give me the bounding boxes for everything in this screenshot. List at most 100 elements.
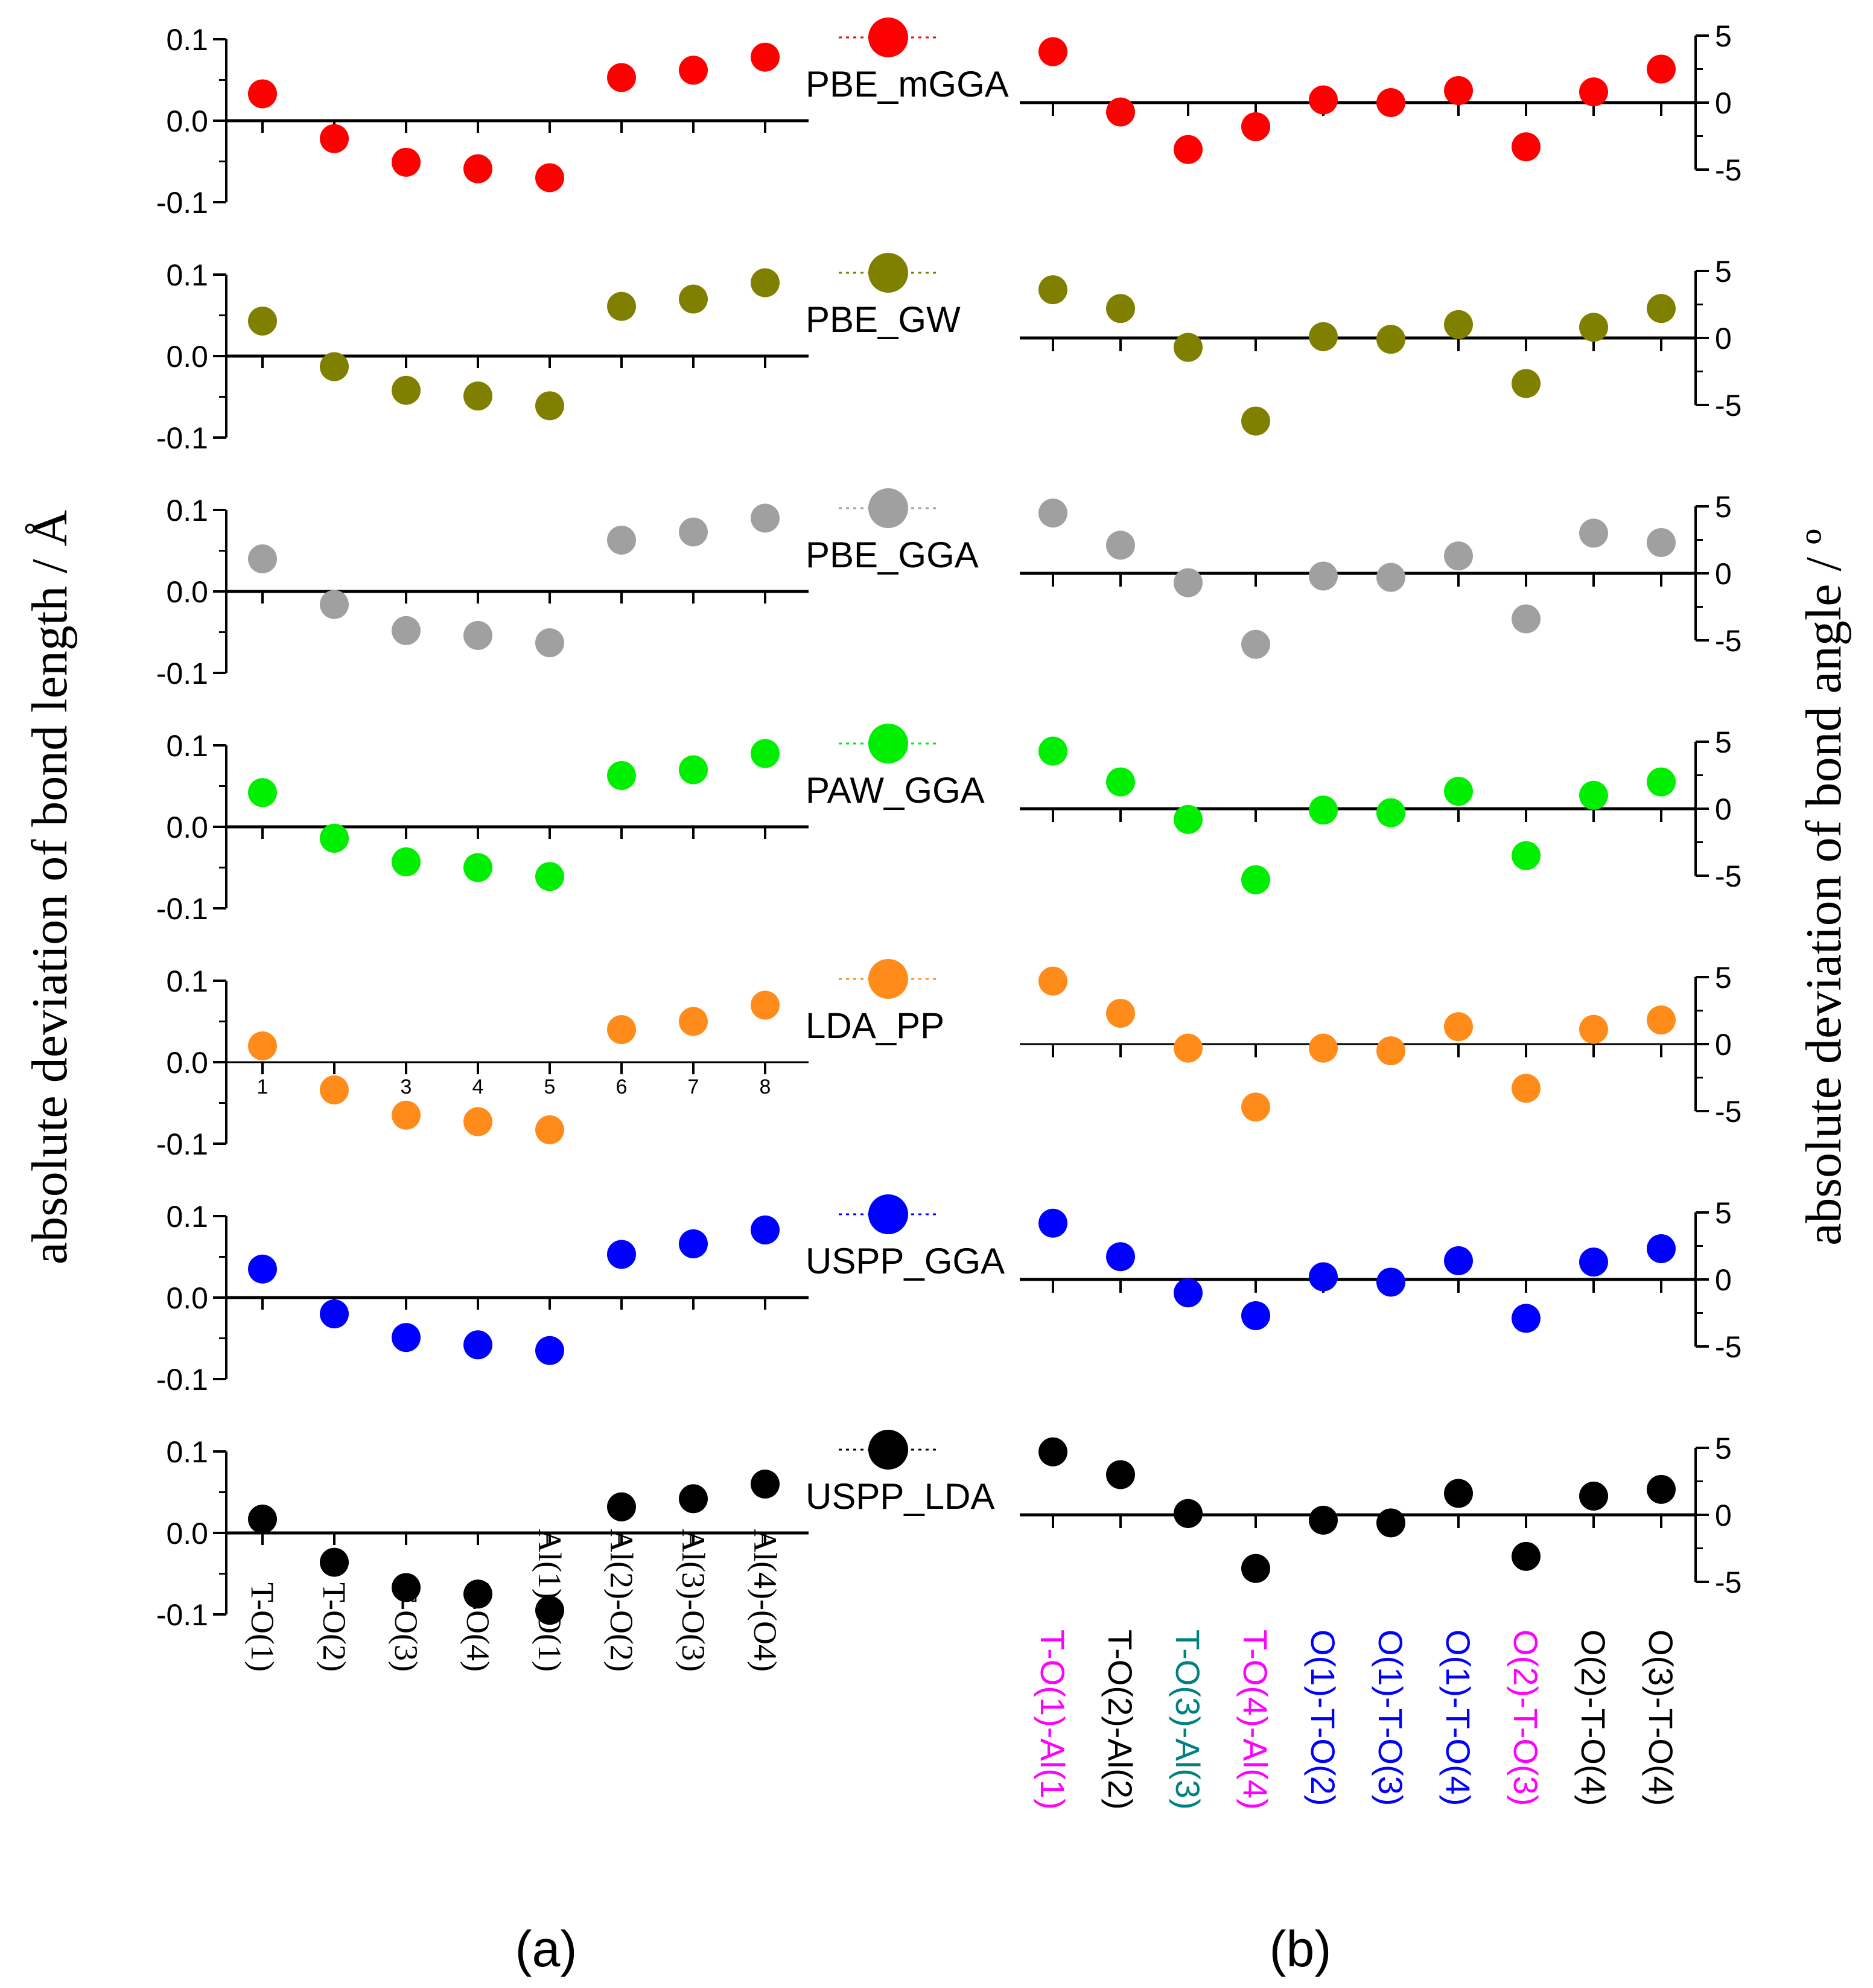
method-label-lda-pp: LDA_PP	[806, 1005, 944, 1046]
point-angle-uspp-lda-3	[1241, 1553, 1270, 1583]
right-y-tick-label-uspp-lda-0: 5	[1715, 1432, 1732, 1465]
right-y-tick-label-uspp-gga-0: 5	[1715, 1196, 1732, 1230]
method-label-pbe-mgga: PBE_mGGA	[806, 64, 1009, 104]
right-y-tick-label-uspp-lda-1: 0	[1715, 1499, 1732, 1532]
point-angle-lda-pp-7	[1512, 1074, 1541, 1103]
right-y-tick-label-pbe-gga-1: 0	[1715, 557, 1732, 591]
point-angle-paw-gga-2	[1174, 804, 1203, 834]
point-length-uspp-gga-6	[679, 1229, 708, 1258]
legend-marker-paw-gga	[868, 724, 908, 763]
left-y-axis-label: absolute deviation of bond length / Å	[22, 509, 78, 1264]
row-pbe-mgga: 0.1 0.0 -0.1 5 0 -5	[156, 19, 1742, 220]
point-angle-pbe-mgga-6	[1444, 76, 1473, 106]
point-angle-uspp-lda-4	[1309, 1505, 1338, 1535]
legend-pbe-mgga: PBE_mGGA	[806, 18, 1009, 104]
right-y-tick-label-lda-pp-2: -5	[1715, 1095, 1741, 1129]
point-angle-lda-pp-8	[1579, 1015, 1608, 1044]
point-angle-pbe-gga-4	[1309, 561, 1338, 591]
point-length-pbe-mgga-4	[535, 163, 564, 193]
point-angle-uspp-lda-1	[1106, 1460, 1135, 1489]
y-tick-label-lda-pp-2: -0.1	[156, 1127, 208, 1161]
point-angle-pbe-mgga-5	[1376, 88, 1405, 117]
y-tick-label-uspp-lda-2: -0.1	[156, 1598, 208, 1632]
y-tick-label-paw-gga-0: 0.1	[166, 729, 208, 763]
row-uspp-lda: 0.1 0.0 -0.1 5 0 -5	[156, 1432, 1742, 1632]
point-length-pbe-gw-1	[320, 352, 349, 381]
point-length-pbe-gw-5	[607, 292, 636, 321]
legend-pbe-gw: PBE_GW	[806, 253, 961, 340]
point-angle-paw-gga-7	[1512, 841, 1541, 870]
point-angle-pbe-mgga-8	[1579, 77, 1608, 107]
right-y-tick-label-paw-gga-1: 0	[1715, 792, 1732, 826]
point-length-uspp-lda-5	[607, 1492, 636, 1521]
point-angle-pbe-gga-1	[1106, 530, 1135, 560]
point-angle-lda-pp-1	[1106, 998, 1135, 1028]
point-angle-pbe-mgga-1	[1106, 97, 1135, 127]
point-length-lda-pp-6	[679, 1007, 708, 1036]
point-angle-uspp-gga-6	[1444, 1246, 1473, 1275]
bond-angle-panel-paw-gga: 5 0 -5	[1020, 725, 1741, 894]
point-angle-paw-gga-8	[1579, 780, 1608, 810]
y-tick-label-pbe-mgga-0: 0.1	[166, 23, 208, 57]
point-angle-uspp-gga-5	[1376, 1267, 1405, 1297]
category-angle-2: T-O(3)-Al(3)	[1169, 1630, 1207, 1810]
right-y-tick-label-pbe-mgga-0: 5	[1715, 19, 1732, 53]
point-length-lda-pp-0	[248, 1031, 277, 1060]
x-tick-label-lda-pp-2: 3	[401, 1075, 412, 1098]
point-angle-pbe-gw-5	[1376, 325, 1405, 354]
point-length-pbe-mgga-5	[607, 63, 636, 92]
point-angle-pbe-gw-9	[1647, 294, 1676, 323]
point-length-uspp-lda-7	[751, 1470, 780, 1499]
legend-pbe-gga: PBE_GGA	[806, 488, 979, 575]
bond-angle-panel-pbe-mgga: 5 0 -5	[1020, 19, 1741, 187]
point-angle-paw-gga-9	[1647, 767, 1676, 797]
point-angle-pbe-gga-7	[1512, 604, 1541, 634]
x-tick-label-lda-pp-3: 4	[472, 1075, 484, 1098]
y-tick-label-lda-pp-1: 0.0	[166, 1046, 208, 1080]
bond-angle-category-labels: T-O(1)-Al(1) T-O(2)-Al(2) T-O(3)-Al(3) T-O(…	[1034, 1630, 1680, 1810]
point-length-pbe-gga-3	[463, 620, 492, 650]
point-length-pbe-mgga-6	[679, 56, 708, 85]
y-tick-label-uspp-gga-0: 0.1	[166, 1200, 208, 1234]
y-tick-label-paw-gga-1: 0.0	[166, 811, 208, 844]
row-uspp-gga: 0.1 0.0 -0.1 5 0 -5	[156, 1196, 1742, 1397]
category-length-4: Al(1)-O(1)	[532, 1529, 568, 1672]
panel-label-b: (b)	[1270, 1920, 1332, 1977]
right-y-axis-label: absolute deviation of bond angle / º	[1796, 529, 1852, 1246]
legend-marker-pbe-mgga	[868, 18, 908, 57]
point-angle-lda-pp-0	[1038, 966, 1067, 996]
bond-angle-panel-lda-pp: 5 0 -5	[1020, 961, 1741, 1129]
point-angle-uspp-lda-9	[1647, 1474, 1676, 1504]
point-angle-uspp-lda-6	[1444, 1479, 1473, 1508]
y-tick-label-lda-pp-0: 0.1	[166, 964, 208, 998]
point-angle-uspp-lda-0	[1038, 1437, 1067, 1467]
right-y-tick-label-pbe-gw-1: 0	[1715, 322, 1732, 355]
point-length-pbe-gga-1	[320, 590, 349, 619]
legend-marker-pbe-gw	[868, 253, 908, 293]
point-length-uspp-lda-4	[535, 1596, 564, 1625]
point-length-pbe-gw-2	[392, 375, 421, 405]
point-angle-pbe-gw-0	[1038, 275, 1067, 305]
legend-marker-uspp-lda	[868, 1430, 908, 1470]
point-length-paw-gga-6	[679, 755, 708, 785]
point-angle-pbe-mgga-9	[1647, 54, 1676, 84]
point-length-pbe-mgga-0	[248, 79, 277, 109]
point-angle-uspp-lda-7	[1512, 1541, 1541, 1571]
point-angle-pbe-mgga-4	[1309, 85, 1338, 115]
point-length-pbe-gw-0	[248, 306, 277, 336]
right-y-tick-label-pbe-mgga-1: 0	[1715, 86, 1732, 120]
right-y-tick-label-pbe-gw-0: 5	[1715, 255, 1732, 288]
right-y-tick-label-uspp-gga-1: 0	[1715, 1263, 1732, 1297]
point-length-paw-gga-2	[392, 847, 421, 877]
point-length-lda-pp-4	[535, 1115, 564, 1145]
point-angle-pbe-mgga-2	[1174, 135, 1203, 164]
point-angle-lda-pp-9	[1647, 1005, 1676, 1035]
bond-length-panel-pbe-mgga: 0.1 0.0 -0.1	[156, 23, 809, 220]
point-length-pbe-gga-7	[751, 503, 780, 533]
point-angle-uspp-gga-1	[1106, 1242, 1135, 1272]
point-angle-paw-gga-4	[1309, 795, 1338, 825]
legend-uspp-lda: USPP_LDA	[806, 1430, 994, 1517]
point-length-uspp-gga-2	[392, 1323, 421, 1352]
right-y-tick-label-pbe-gga-0: 5	[1715, 490, 1732, 524]
category-length-1: T-O(2)	[316, 1582, 352, 1672]
